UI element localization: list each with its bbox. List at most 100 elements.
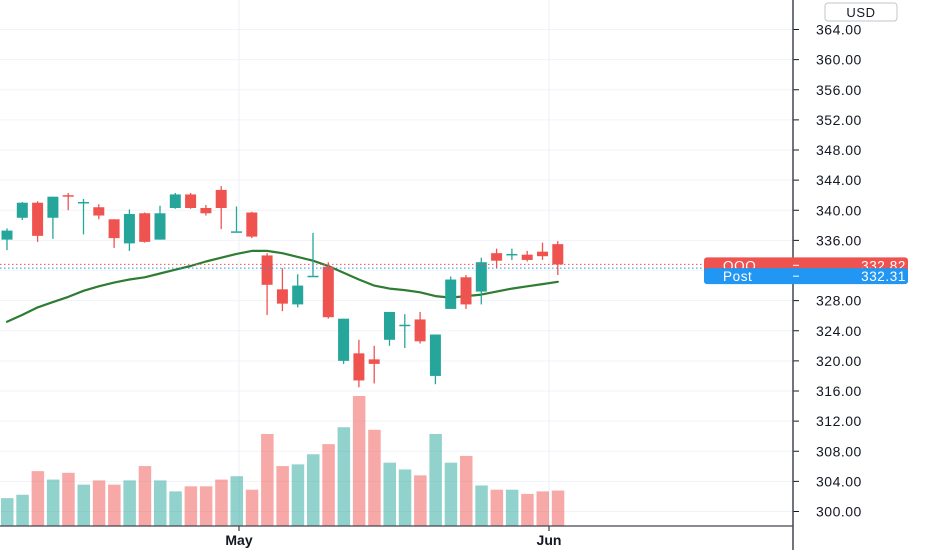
volume-bar [31, 471, 45, 526]
volume-bar [138, 466, 152, 526]
candle [537, 242, 548, 260]
y-tick-label: 300.00 [816, 504, 862, 520]
candle [246, 211, 258, 239]
volume-bar [368, 429, 381, 526]
candle-body [537, 251, 548, 257]
volume-bar [444, 462, 458, 526]
candle-body [292, 285, 304, 305]
candles [1, 186, 564, 388]
volume-bar [1, 498, 14, 526]
candle [154, 205, 166, 240]
candle-body [47, 196, 59, 218]
y-tick-label: 304.00 [816, 473, 862, 489]
candle-body [445, 279, 457, 309]
candle [123, 209, 135, 251]
volume-bar [276, 466, 289, 526]
candle-body [276, 289, 288, 304]
candle [16, 201, 28, 221]
volume-bar [184, 486, 198, 526]
currency-label: USD [846, 5, 875, 20]
candle-body [399, 324, 411, 327]
volume-bar [108, 484, 121, 526]
candle [429, 334, 441, 385]
candle [292, 274, 304, 308]
candle-body [338, 318, 350, 361]
volume-bar [521, 493, 534, 526]
x-tick-label: Jun [537, 532, 562, 548]
candle [276, 268, 288, 312]
candle-body [460, 277, 472, 305]
post-price-badge-symbol: Post [723, 269, 752, 284]
volume-bar [199, 486, 213, 526]
volume-bar [307, 454, 320, 526]
candle [414, 311, 426, 344]
y-tick-label: 348.00 [816, 142, 862, 158]
candle-body [506, 253, 518, 256]
y-tick-label: 344.00 [816, 172, 862, 188]
candle-body [552, 244, 564, 265]
y-tick-label: 336.00 [816, 232, 862, 248]
candle [62, 192, 74, 211]
candle-body [200, 207, 212, 214]
y-tick-label: 324.00 [816, 323, 862, 339]
candle-body [368, 359, 380, 364]
y-tick-label: 328.00 [816, 293, 862, 309]
volume-bar [46, 479, 60, 526]
volume-bar [414, 475, 427, 526]
candle-body [384, 311, 395, 340]
volume-bar [398, 469, 412, 526]
candle-body [322, 266, 334, 318]
volume-bar [322, 444, 335, 526]
candle [169, 192, 181, 209]
candle [368, 345, 380, 384]
volume-bar [352, 396, 366, 526]
volume-bar [92, 480, 106, 526]
y-tick-label: 356.00 [816, 82, 862, 98]
candle-body [1, 230, 13, 240]
y-tick-label: 320.00 [816, 353, 862, 369]
candle-body [62, 195, 74, 197]
volume-bar [215, 479, 228, 526]
candle-body [491, 253, 503, 261]
candle-body [78, 201, 89, 204]
volume-bar [505, 489, 519, 526]
y-tick-label: 312.00 [816, 413, 862, 429]
candle [93, 204, 105, 220]
volume-bar [291, 464, 305, 526]
candle [445, 276, 457, 309]
candle [261, 253, 273, 315]
candle-body [231, 231, 242, 233]
currency-box [824, 2, 898, 22]
candle [215, 186, 227, 230]
candle-body [108, 219, 120, 239]
candle-body [139, 213, 151, 242]
candle-body [123, 214, 135, 244]
candle-body [32, 202, 44, 236]
volume-bar [261, 433, 274, 526]
candle-body [246, 212, 258, 237]
candle [338, 318, 350, 364]
volume-bar [77, 484, 90, 526]
candle [139, 212, 151, 243]
candle-body [16, 202, 28, 218]
candle [200, 204, 212, 216]
volume-bar [490, 489, 504, 526]
candle [32, 201, 44, 242]
candle-body [475, 262, 487, 292]
grid [0, 0, 793, 526]
candle [47, 196, 59, 239]
candle [521, 250, 533, 262]
volume-bar [169, 491, 182, 526]
y-tick-label: 308.00 [816, 443, 862, 459]
candle [1, 228, 13, 251]
x-tick-label: May [225, 532, 252, 548]
price-lines [0, 263, 793, 269]
volume-bar [16, 494, 29, 526]
candle [108, 219, 120, 248]
candle [78, 198, 89, 235]
candle-body [154, 213, 166, 240]
candle-body [169, 194, 181, 208]
candle [322, 262, 334, 319]
y-tick-label: 340.00 [816, 202, 862, 218]
